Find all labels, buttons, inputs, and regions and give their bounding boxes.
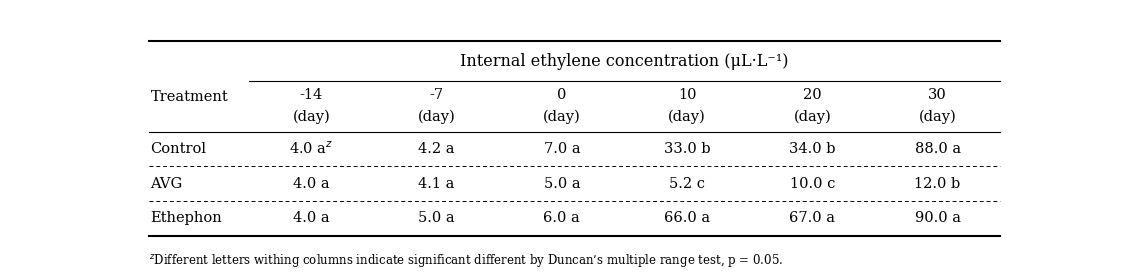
Text: -14: -14: [299, 88, 323, 102]
Text: (day): (day): [668, 109, 706, 124]
Text: 30: 30: [928, 88, 947, 102]
Text: 6.0 a: 6.0 a: [544, 211, 581, 225]
Text: 4.0 a: 4.0 a: [293, 177, 330, 191]
Text: Ethephon: Ethephon: [150, 211, 222, 225]
Text: (day): (day): [293, 109, 331, 124]
Text: 90.0 a: 90.0 a: [915, 211, 961, 225]
Text: (day): (day): [543, 109, 581, 124]
Text: Control: Control: [150, 142, 206, 156]
Text: 4.2 a: 4.2 a: [418, 142, 455, 156]
Text: 5.0 a: 5.0 a: [544, 177, 581, 191]
Text: 88.0 a: 88.0 a: [915, 142, 961, 156]
Text: 34.0 b: 34.0 b: [789, 142, 835, 156]
Text: -7: -7: [429, 88, 444, 102]
Text: Treatment: Treatment: [150, 90, 229, 104]
Text: Internal ethylene concentration (μL·L⁻¹): Internal ethylene concentration (μL·L⁻¹): [461, 53, 789, 70]
Text: 67.0 a: 67.0 a: [789, 211, 835, 225]
Text: (day): (day): [919, 109, 956, 124]
Text: 7.0 a: 7.0 a: [544, 142, 581, 156]
Text: 10.0 c: 10.0 c: [789, 177, 835, 191]
Text: 20: 20: [803, 88, 822, 102]
Text: 0: 0: [557, 88, 566, 102]
Text: 4.0 a: 4.0 a: [293, 211, 330, 225]
Text: $^z$Different letters withing columns indicate significant different by Duncan’s: $^z$Different letters withing columns in…: [149, 253, 784, 269]
Text: 33.0 b: 33.0 b: [664, 142, 711, 156]
Text: 12.0 b: 12.0 b: [915, 177, 961, 191]
Text: (day): (day): [418, 109, 455, 124]
Text: 4.0 a$^z$: 4.0 a$^z$: [289, 141, 334, 157]
Text: 5.0 a: 5.0 a: [418, 211, 455, 225]
Text: (day): (day): [794, 109, 831, 124]
Text: 4.1 a: 4.1 a: [418, 177, 455, 191]
Text: 66.0 a: 66.0 a: [664, 211, 711, 225]
Text: 5.2 c: 5.2 c: [669, 177, 705, 191]
Text: AVG: AVG: [150, 177, 183, 191]
Text: 10: 10: [678, 88, 696, 102]
